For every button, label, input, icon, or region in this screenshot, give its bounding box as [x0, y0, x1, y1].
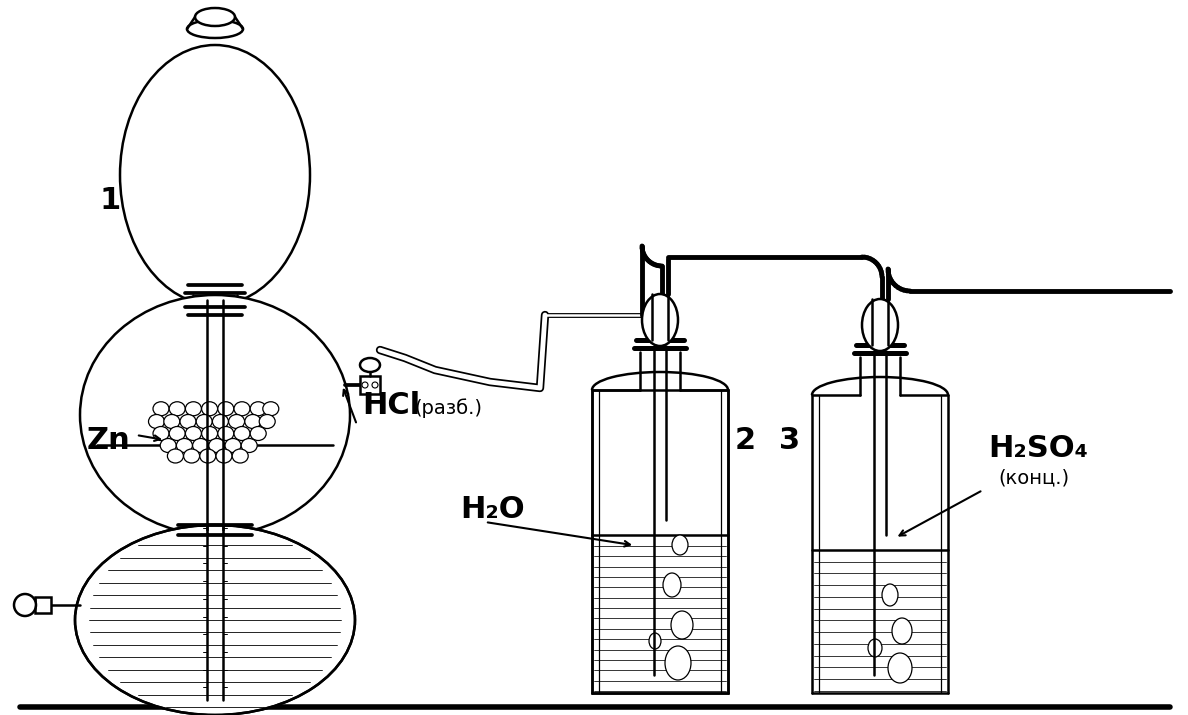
Ellipse shape	[862, 299, 898, 351]
Ellipse shape	[187, 20, 244, 38]
Ellipse shape	[228, 415, 245, 428]
Ellipse shape	[234, 427, 249, 440]
Text: Zn: Zn	[86, 425, 129, 455]
Text: (конц.): (конц.)	[998, 468, 1069, 488]
FancyBboxPatch shape	[34, 597, 51, 613]
Ellipse shape	[195, 8, 235, 26]
Ellipse shape	[120, 45, 310, 305]
Ellipse shape	[217, 427, 234, 440]
Ellipse shape	[185, 427, 202, 440]
Ellipse shape	[360, 358, 380, 372]
Ellipse shape	[168, 449, 183, 463]
Ellipse shape	[184, 449, 200, 463]
Ellipse shape	[202, 402, 217, 415]
Ellipse shape	[153, 402, 169, 415]
Ellipse shape	[881, 584, 898, 606]
Ellipse shape	[892, 618, 912, 644]
Ellipse shape	[14, 594, 36, 616]
Ellipse shape	[160, 438, 176, 453]
Ellipse shape	[80, 295, 350, 535]
Ellipse shape	[196, 415, 213, 428]
Polygon shape	[592, 390, 728, 693]
Text: 2: 2	[734, 425, 756, 455]
Ellipse shape	[362, 382, 368, 388]
Ellipse shape	[225, 438, 241, 453]
Ellipse shape	[241, 438, 257, 453]
Ellipse shape	[234, 402, 249, 415]
Ellipse shape	[251, 427, 266, 440]
Ellipse shape	[671, 611, 693, 639]
Ellipse shape	[200, 449, 216, 463]
Ellipse shape	[217, 402, 234, 415]
Ellipse shape	[259, 415, 276, 428]
Ellipse shape	[665, 646, 691, 680]
Ellipse shape	[887, 653, 912, 683]
Ellipse shape	[169, 402, 185, 415]
Ellipse shape	[185, 402, 202, 415]
Text: H₂O: H₂O	[460, 495, 525, 525]
Ellipse shape	[213, 415, 228, 428]
Ellipse shape	[181, 415, 196, 428]
Ellipse shape	[232, 449, 248, 463]
Text: (разб.): (разб.)	[413, 398, 482, 418]
Ellipse shape	[672, 535, 688, 555]
Ellipse shape	[202, 427, 217, 440]
Ellipse shape	[153, 427, 169, 440]
Ellipse shape	[663, 573, 681, 597]
Ellipse shape	[148, 415, 164, 428]
Ellipse shape	[209, 438, 225, 453]
Ellipse shape	[245, 415, 261, 428]
Text: H₂SO₄: H₂SO₄	[988, 433, 1088, 463]
Text: HCl: HCl	[362, 390, 421, 420]
Ellipse shape	[169, 427, 185, 440]
Ellipse shape	[251, 402, 266, 415]
Ellipse shape	[164, 415, 179, 428]
Ellipse shape	[192, 438, 209, 453]
Ellipse shape	[642, 294, 678, 346]
Ellipse shape	[75, 525, 355, 715]
Text: 1: 1	[100, 185, 121, 214]
Ellipse shape	[216, 449, 232, 463]
Ellipse shape	[263, 402, 279, 415]
Ellipse shape	[868, 639, 881, 657]
Text: 3: 3	[779, 425, 801, 455]
FancyBboxPatch shape	[360, 376, 380, 394]
Ellipse shape	[176, 438, 192, 453]
Ellipse shape	[649, 633, 661, 649]
Ellipse shape	[372, 382, 378, 388]
